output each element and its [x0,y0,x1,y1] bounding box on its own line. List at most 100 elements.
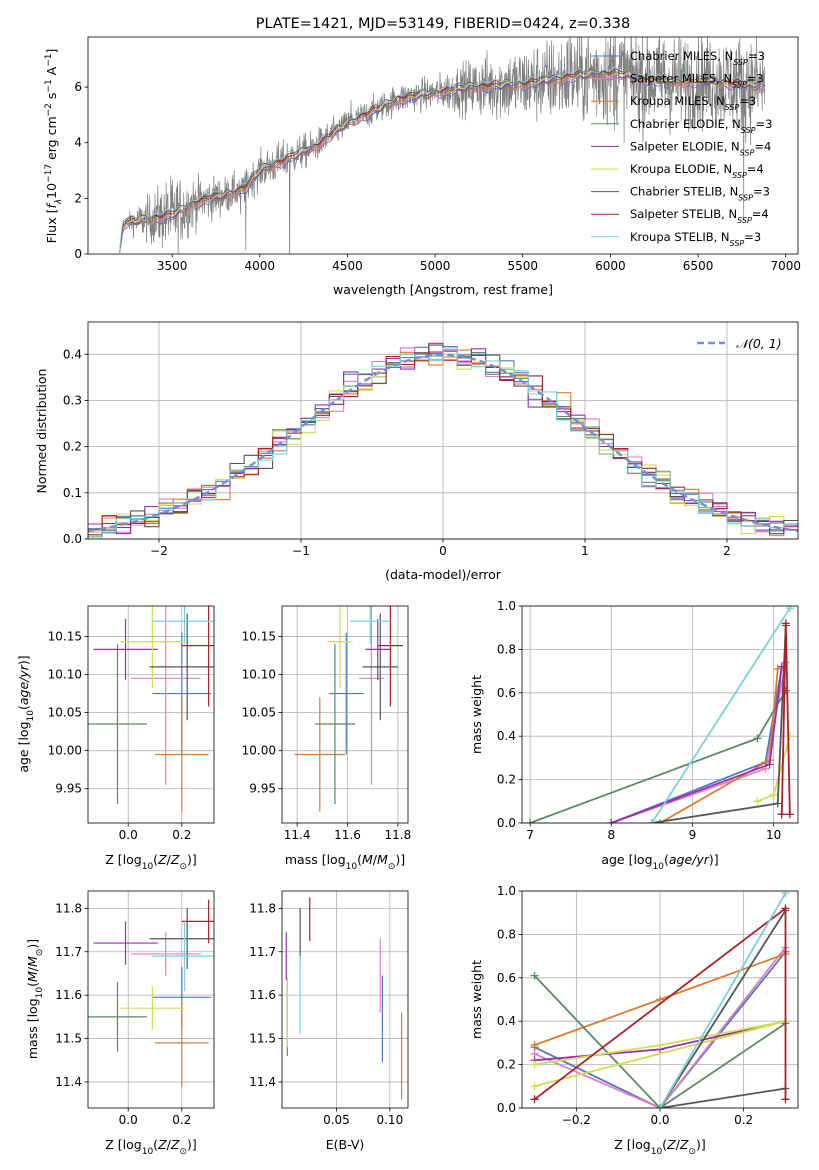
error-bar-point [149,908,214,970]
mass-weight-line [611,662,787,823]
x-axis-label: E(B-V) [326,1137,365,1152]
mass-weight-marker [656,819,664,823]
x-tick-label: 3500 [157,259,188,273]
y-tick-label: 11.4 [55,1075,82,1089]
massweight-vs-Z-panel-plot-area [530,891,790,1108]
y-tick-label: 9.95 [55,782,82,796]
x-tick-label: 4000 [245,259,276,273]
y-tick-label: 4 [74,136,82,150]
mass-weight-marker [769,790,778,799]
x-axis-label: age [log10(age/yr)] [601,852,718,872]
axes-frame [521,605,799,824]
y-tick-label: 10.15 [48,629,82,643]
x-ticks: 7 8 9 10 [526,823,781,842]
x-tick-label: −2 [150,544,168,558]
massweight-vs-Z-panel: −0.2 0.0 0.2 0.0 0.2 0.4 0.6 0.8 1.0 mass weight [469,884,799,1127]
x-axis-label: Z [log10(Z/Z⊙)] [614,1137,706,1157]
mass-weight-line [658,910,787,1108]
normal-distribution-curve [88,353,798,533]
mass-weight-line [610,666,783,823]
x-tick-label: 6500 [683,259,714,273]
x-ticks: 0.0 0.2 [119,823,191,842]
y-tick-label: 11.5 [249,1032,276,1046]
grid [88,606,214,823]
mass-vs-EBV-panel-plot-area [285,897,403,1100]
y-ticks: 0.0 0.2 0.4 0.6 0.8 1.0 [497,884,522,1115]
legend-entry: Kroupa MILES, NSSP=3 [630,94,756,112]
y-tick-label: 0.2 [497,773,516,787]
legend-entry: Kroupa ELODIE, NSSP=4 [630,162,764,180]
error-bar-point [149,613,214,721]
mass-weight-marker [607,819,616,823]
x-tick-label: 5000 [420,259,451,273]
x-ticks: −2 −1 0 1 2 [150,539,731,558]
x-ticks: −0.2 0.0 0.2 [562,1108,753,1127]
y-axis-label: Flux [fλ10−17 erg cm−2 s−1 A−1] [44,49,64,244]
error-bar-point [327,606,353,688]
x-tick-label: 10 [766,828,781,842]
y-ticks: 11.4 11.5 11.6 11.7 11.8 [55,901,88,1089]
mass-weight-line [659,892,787,1108]
y-tick-label: 0.0 [497,1101,516,1115]
error-bar-point [130,606,201,785]
x-tick-label: 11.8 [385,828,412,842]
grid [282,606,408,823]
y-tick-label: 0.1 [63,486,82,500]
mass-weight-marker [753,734,762,743]
grid [88,891,214,1108]
x-tick-label: 0 [439,544,447,558]
residual-panel-plot-area [88,342,798,538]
x-tick-label: 11.4 [284,828,311,842]
mass-weight-marker [781,904,790,913]
y-tick-label: 11.8 [249,901,276,915]
legend-entry: 𝒩(0, 1) [736,336,782,351]
error-bar-point [294,697,345,812]
y-tick-label: 0.8 [497,642,516,656]
error-bar-point [120,606,185,688]
mass-vs-Z-panel-plot-area [88,899,214,1087]
mass-weight-marker [773,664,782,673]
y-ticks: 11.4 11.5 11.6 11.7 11.8 [249,901,282,1089]
age-vs-mass-panel: 11.4 11.6 11.8 9.95 10.00 10.05 10.10 10.15 [242,605,412,842]
error-bar-point [155,697,209,812]
mass-weight-marker [781,1095,790,1104]
x-tick-label: 1 [581,544,589,558]
y-ticks: 0.0 0.1 0.2 0.3 0.4 [63,347,88,546]
error-bar-point [152,606,214,645]
x-tick-label: 0.2 [734,1113,753,1127]
y-tick-label: 10.15 [242,629,276,643]
y-ticks: 0.0 0.2 0.4 0.6 0.8 1.0 [497,599,522,830]
legend-entry: Chabrier ELODIE, NSSP=3 [630,117,772,135]
y-axis-label: mass weight [469,675,484,754]
axes-frame [87,605,215,824]
y-ticks: 9.95 10.00 10.05 10.10 10.15 [48,629,88,796]
age-vs-mass-panel-plot-area [294,606,403,812]
x-tick-label: 0.2 [172,1113,191,1127]
y-tick-label: 0.6 [497,686,516,700]
x-tick-label: 2 [723,544,731,558]
error-bar-point [362,613,398,721]
y-tick-label: 2 [74,191,82,205]
mass-weight-marker [781,619,790,628]
y-tick-label: 10.05 [48,706,82,720]
y-tick-label: 10.00 [48,744,82,758]
x-ticks: 3500 4000 4500 5000 5500 6000 6500 7000 [157,254,801,273]
age-vs-Z-panel-plot-area [88,606,214,812]
y-axis-label: mass weight [469,960,484,1039]
x-ticks: 0.05 0.10 [323,1108,403,1127]
y-tick-label: 0.6 [497,971,516,985]
error-bar-point [130,932,201,976]
mass-weight-marker [773,799,782,808]
mass-vs-EBV-panel: 0.05 0.10 11.4 11.5 11.6 11.7 11.8 [249,890,409,1127]
mass-weight-marker [530,1041,539,1050]
mass-weight-line [529,690,787,823]
x-tick-label: 0.2 [172,828,191,842]
x-ticks: 11.4 11.6 11.8 [284,823,412,842]
x-tick-label: 0.0 [650,1113,669,1127]
mass-weight-line [534,1020,786,1088]
massweight-vs-age-panel: 7 8 9 10 0.0 0.2 0.4 0.6 0.8 1.0 mass weight [469,599,799,842]
error-bar-point [181,606,214,707]
legend-entry: Kroupa STELIB, NSSP=3 [630,230,761,248]
x-axis-label: Z [log10(Z/Z⊙)] [105,1137,197,1157]
axes-frame [87,321,799,540]
